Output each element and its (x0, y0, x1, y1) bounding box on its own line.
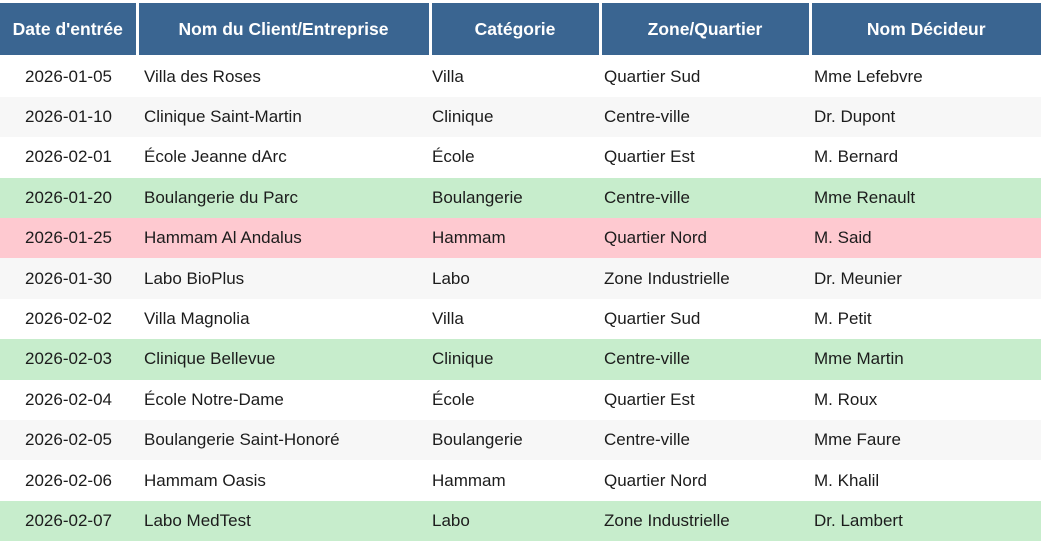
table-row[interactable]: 2026-01-30 Labo BioPlus Labo Zone Indust… (0, 258, 1041, 298)
table-header: Date d'entrée Nom du Client/Entreprise C… (0, 2, 1041, 57)
cell-date: 2026-01-30 (0, 258, 137, 298)
cell-categorie: Clinique (430, 97, 600, 137)
cell-zone: Quartier Est (600, 380, 810, 420)
cell-zone: Quartier Sud (600, 299, 810, 339)
cell-categorie: École (430, 137, 600, 177)
column-header-client: Nom du Client/Entreprise (137, 2, 430, 57)
cell-client: Villa des Roses (137, 57, 430, 97)
cell-decideur: M. Bernard (810, 137, 1041, 177)
cell-zone: Centre-ville (600, 420, 810, 460)
cell-client: Hammam Oasis (137, 460, 430, 500)
cell-client: École Notre-Dame (137, 380, 430, 420)
cell-decideur: Dr. Meunier (810, 258, 1041, 298)
cell-zone: Quartier Sud (600, 57, 810, 97)
cell-date: 2026-02-02 (0, 299, 137, 339)
table-row[interactable]: 2026-02-03 Clinique Bellevue Clinique Ce… (0, 339, 1041, 379)
cell-decideur: M. Roux (810, 380, 1041, 420)
cell-client: Labo MedTest (137, 501, 430, 541)
table-row[interactable]: 2026-02-02 Villa Magnolia Villa Quartier… (0, 299, 1041, 339)
table-row[interactable]: 2026-02-01 École Jeanne dArc École Quart… (0, 137, 1041, 177)
column-header-zone: Zone/Quartier (600, 2, 810, 57)
cell-zone: Zone Industrielle (600, 258, 810, 298)
header-row: Date d'entrée Nom du Client/Entreprise C… (0, 2, 1041, 57)
cell-zone: Centre-ville (600, 178, 810, 218)
table-row[interactable]: 2026-02-05 Boulangerie Saint-Honoré Boul… (0, 420, 1041, 460)
cell-client: Clinique Saint-Martin (137, 97, 430, 137)
cell-client: Hammam Al Andalus (137, 218, 430, 258)
table-row[interactable]: 2026-02-07 Labo MedTest Labo Zone Indust… (0, 501, 1041, 541)
cell-categorie: Labo (430, 501, 600, 541)
cell-zone: Centre-ville (600, 97, 810, 137)
table-row[interactable]: 2026-01-05 Villa des Roses Villa Quartie… (0, 57, 1041, 97)
cell-zone: Quartier Nord (600, 460, 810, 500)
cell-decideur: M. Petit (810, 299, 1041, 339)
cell-categorie: Hammam (430, 218, 600, 258)
cell-categorie: Clinique (430, 339, 600, 379)
cell-decideur: Mme Faure (810, 420, 1041, 460)
cell-client: Boulangerie du Parc (137, 178, 430, 218)
cell-decideur: M. Said (810, 218, 1041, 258)
cell-date: 2026-02-01 (0, 137, 137, 177)
cell-date: 2026-01-25 (0, 218, 137, 258)
cell-decideur: M. Khalil (810, 460, 1041, 500)
table-row[interactable]: 2026-02-04 École Notre-Dame École Quarti… (0, 380, 1041, 420)
column-header-categorie: Catégorie (430, 2, 600, 57)
cell-date: 2026-01-20 (0, 178, 137, 218)
cell-zone: Quartier Est (600, 137, 810, 177)
cell-date: 2026-02-06 (0, 460, 137, 500)
cell-date: 2026-02-04 (0, 380, 137, 420)
cell-decideur: Dr. Lambert (810, 501, 1041, 541)
cell-client: Villa Magnolia (137, 299, 430, 339)
cell-zone: Zone Industrielle (600, 501, 810, 541)
column-header-date: Date d'entrée (0, 2, 137, 57)
cell-decideur: Dr. Dupont (810, 97, 1041, 137)
cell-date: 2026-01-10 (0, 97, 137, 137)
column-header-decideur: Nom Décideur (810, 2, 1041, 57)
cell-client: École Jeanne dArc (137, 137, 430, 177)
table-body: 2026-01-05 Villa des Roses Villa Quartie… (0, 57, 1041, 541)
cell-categorie: Boulangerie (430, 420, 600, 460)
cell-client: Boulangerie Saint-Honoré (137, 420, 430, 460)
cell-categorie: Hammam (430, 460, 600, 500)
cell-date: 2026-02-03 (0, 339, 137, 379)
cell-zone: Quartier Nord (600, 218, 810, 258)
cell-date: 2026-02-05 (0, 420, 137, 460)
cell-categorie: École (430, 380, 600, 420)
cell-decideur: Mme Renault (810, 178, 1041, 218)
table-row[interactable]: 2026-01-10 Clinique Saint-Martin Cliniqu… (0, 97, 1041, 137)
cell-date: 2026-01-05 (0, 57, 137, 97)
table-row[interactable]: 2026-02-06 Hammam Oasis Hammam Quartier … (0, 460, 1041, 500)
cell-zone: Centre-ville (600, 339, 810, 379)
cell-categorie: Labo (430, 258, 600, 298)
cell-decideur: Mme Lefebvre (810, 57, 1041, 97)
cell-date: 2026-02-07 (0, 501, 137, 541)
cell-categorie: Villa (430, 57, 600, 97)
cell-categorie: Villa (430, 299, 600, 339)
cell-categorie: Boulangerie (430, 178, 600, 218)
cell-decideur: Mme Martin (810, 339, 1041, 379)
cell-client: Clinique Bellevue (137, 339, 430, 379)
cell-client: Labo BioPlus (137, 258, 430, 298)
table-row[interactable]: 2026-01-25 Hammam Al Andalus Hammam Quar… (0, 218, 1041, 258)
table-row[interactable]: 2026-01-20 Boulangerie du Parc Boulanger… (0, 178, 1041, 218)
